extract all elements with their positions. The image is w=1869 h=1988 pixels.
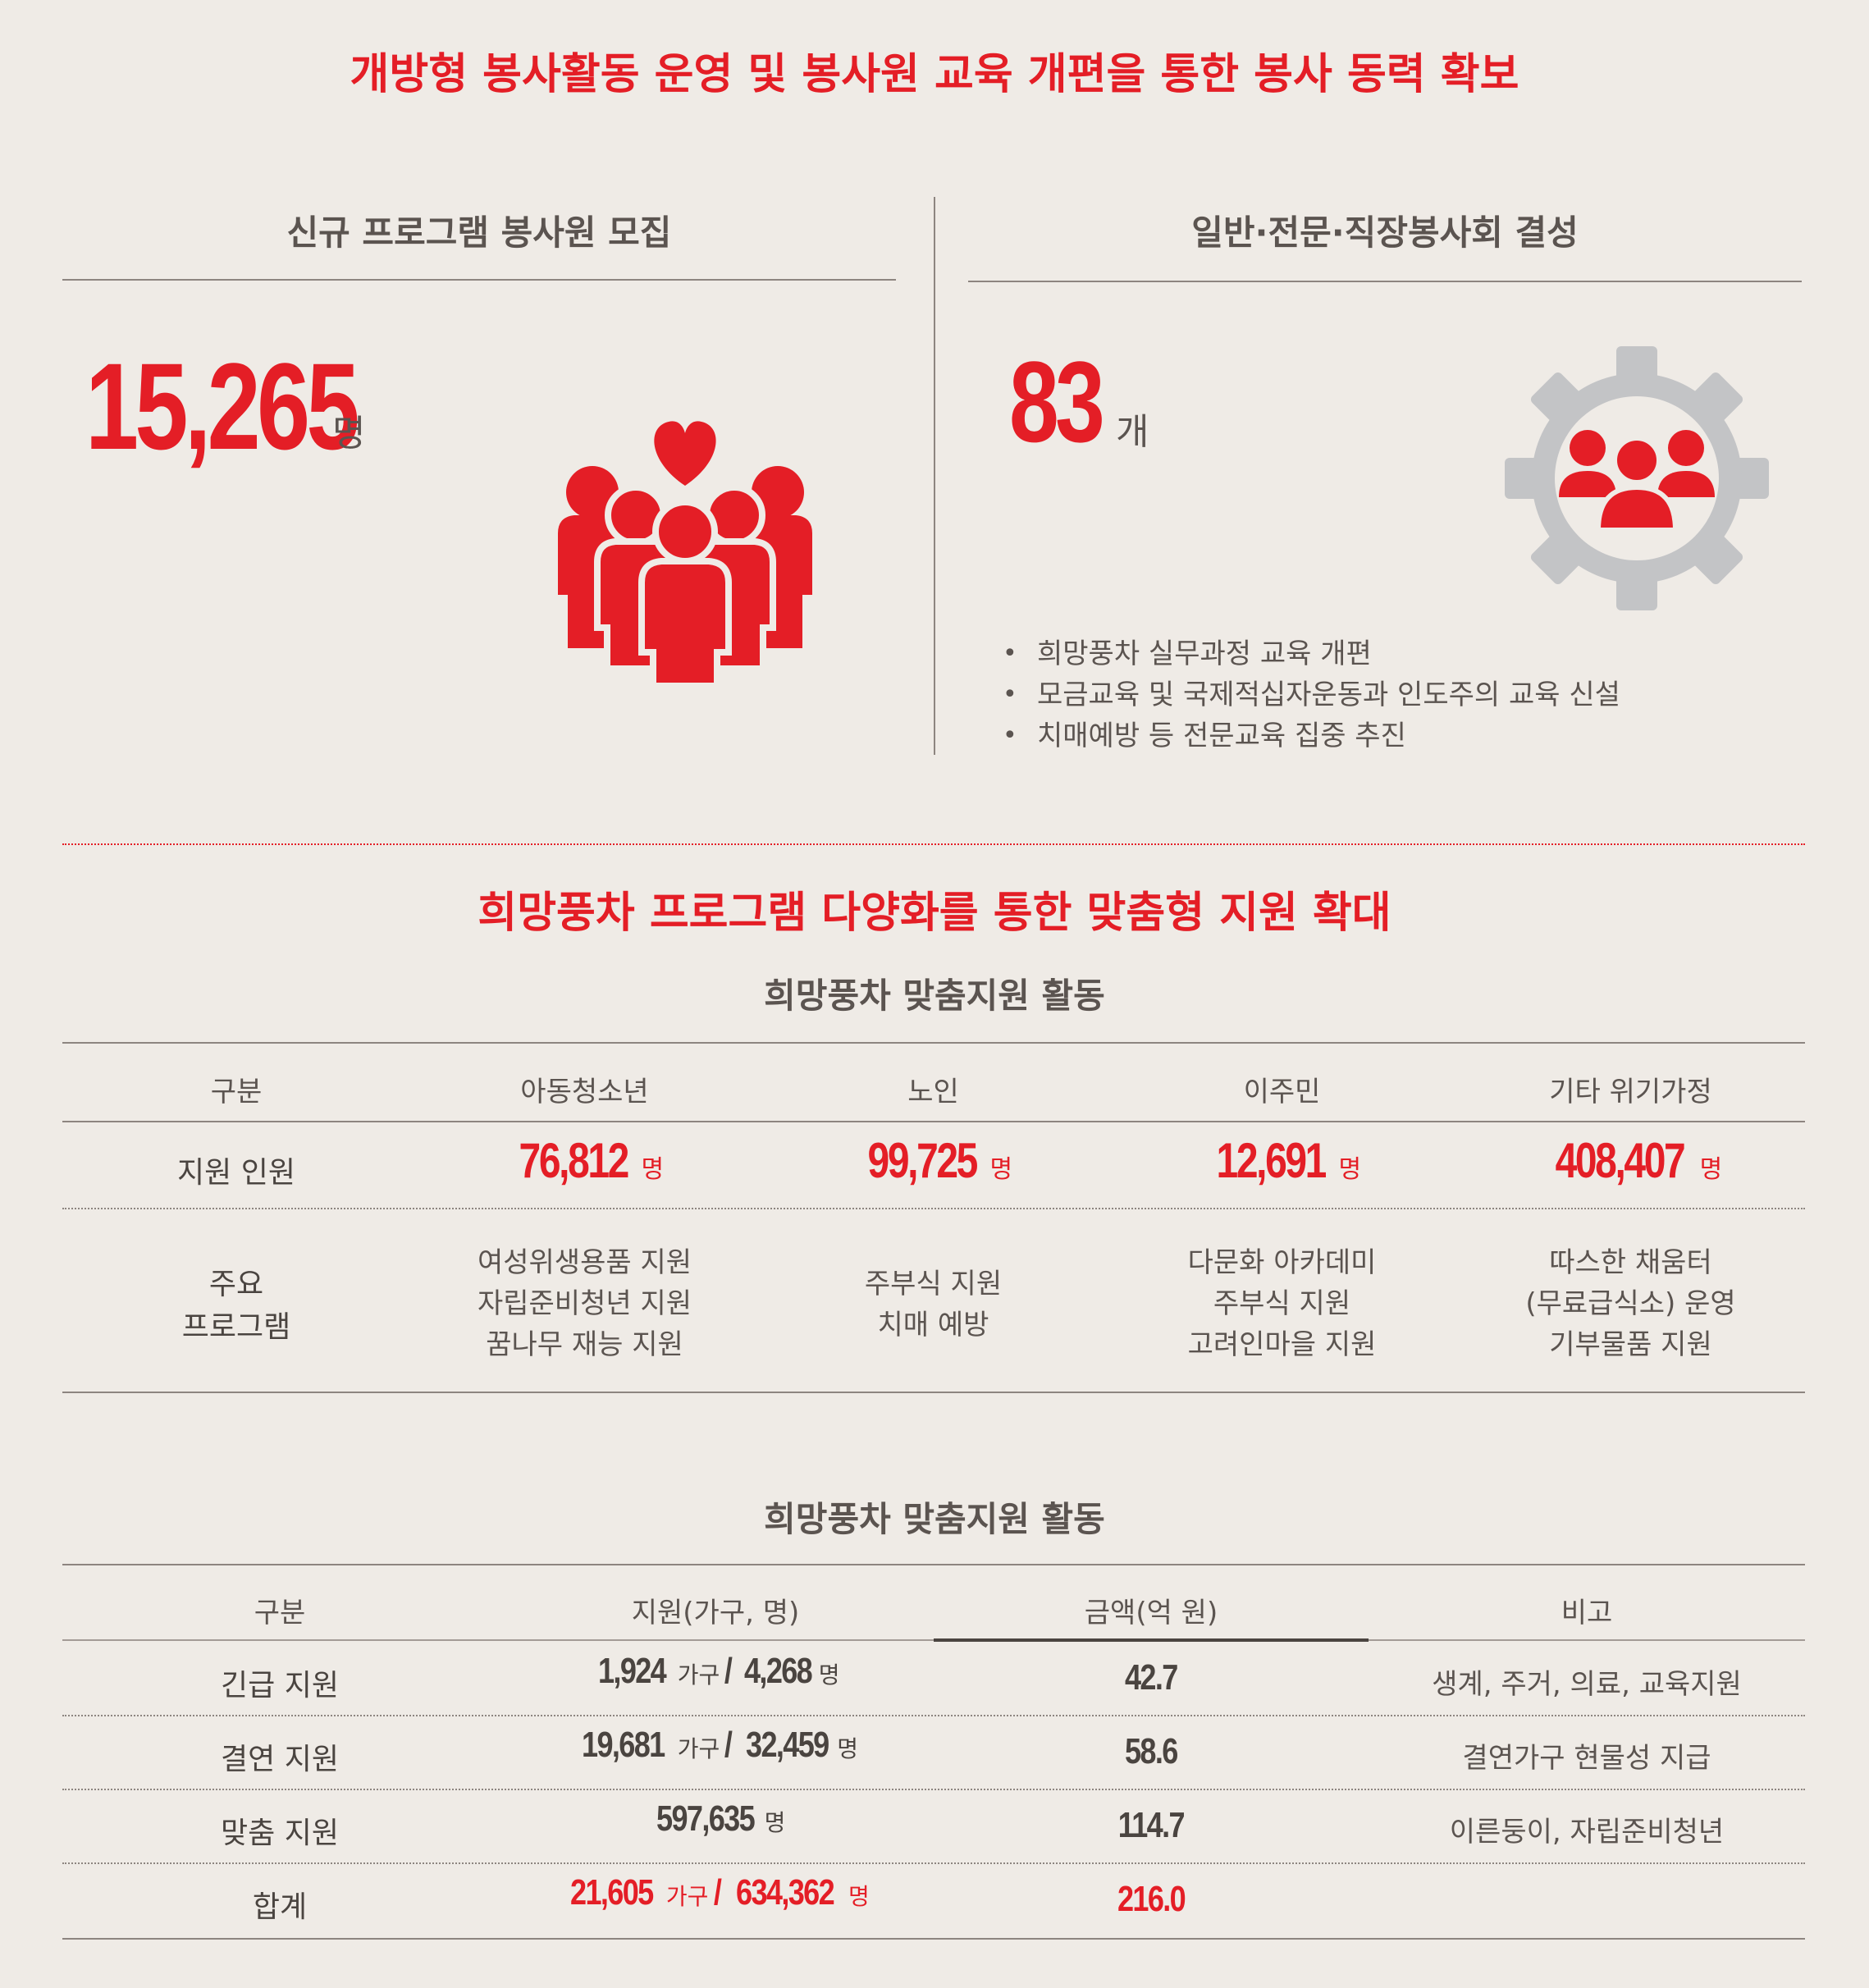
- table2-caption: 희망풍차 맞춤지원 활동: [764, 1499, 1105, 1539]
- support-count-migrants: 12,691 명: [1216, 1133, 1362, 1188]
- custom-amount: 114.7: [1117, 1805, 1186, 1845]
- table1-header: 이주민: [1243, 1076, 1321, 1108]
- table2-header: 비고: [1561, 1597, 1613, 1629]
- section-separator: [62, 843, 1805, 845]
- row-divider: [62, 1208, 1805, 1209]
- total-support-counts: 21,605 가구 / 634,362 명: [570, 1872, 870, 1913]
- emergency-note: 생계, 주거, 의료, 교육지원: [1432, 1668, 1742, 1701]
- table-rule-accent: [934, 1638, 1369, 1642]
- table1-header: 기타 위기가정: [1549, 1076, 1712, 1108]
- page-title: 개방형 봉사활동 운영 및 봉사원 교육 개편을 통한 봉사 동력 확보: [350, 50, 1519, 99]
- support-count-crisis: 408,407 명: [1555, 1133, 1723, 1188]
- programs-youth: 여성위생용품 지원 자립준비청년 지원 꿈나무 재능 지원: [477, 1246, 692, 1361]
- sponsorship-note: 결연가구 현물성 지급: [1462, 1742, 1711, 1775]
- table-rule: [62, 1564, 1805, 1565]
- club-count-unit: 개: [1116, 411, 1149, 453]
- custom-note: 이른둥이, 자립준비청년: [1449, 1816, 1725, 1849]
- row-divider: [62, 1789, 1805, 1790]
- table2-header: 구분: [254, 1597, 306, 1629]
- section-title: 희망풍차 프로그램 다양화를 통한 맞춤형 지원 확대: [478, 889, 1391, 938]
- total-amount: 216.0: [1117, 1879, 1186, 1919]
- sponsorship-support-counts: 19,681 가구 / 32,459 명: [582, 1725, 858, 1765]
- club-count: 83: [1009, 337, 1105, 466]
- programs-elderly: 주부식 지원 치매 예방: [864, 1268, 1003, 1341]
- row-divider: [62, 1715, 1805, 1716]
- right-section-heading: 일반·전문·직장봉사회 결성: [1191, 213, 1579, 253]
- left-section-heading: 신규 프로그램 봉사원 모집: [286, 213, 672, 253]
- emergency-support-counts: 1,924 가구 / 4,268 명: [598, 1651, 840, 1691]
- bullet-item: 희망풍차 실무과정 교육 개편: [1003, 633, 1620, 674]
- programs-crisis: 따스한 채움터 (무료급식소) 운영 기부물품 지원: [1525, 1246, 1736, 1361]
- emergency-amount: 42.7: [1125, 1657, 1178, 1698]
- table-rule: [62, 1938, 1805, 1940]
- table1-header: 구분: [210, 1076, 263, 1108]
- table-rule: [62, 1392, 1805, 1393]
- support-count-elderly: 99,725 명: [867, 1133, 1013, 1188]
- volunteer-count: 15,265: [85, 337, 359, 475]
- table1-header: 아동청소년: [520, 1076, 649, 1108]
- row-divider: [62, 1862, 1805, 1864]
- row-label-custom: 맞춤 지원: [221, 1817, 339, 1850]
- sponsorship-amount: 58.6: [1125, 1731, 1178, 1771]
- support-count-youth: 76,812 명: [519, 1133, 665, 1188]
- bullet-item: 치매예방 등 전문교육 집중 추진: [1003, 715, 1620, 756]
- row-label-sponsorship: 결연 지원: [221, 1743, 339, 1776]
- table-rule: [62, 1121, 1805, 1122]
- volunteer-count-unit: 명: [332, 413, 366, 455]
- row-label-total: 합계: [252, 1890, 308, 1924]
- table2-header: 금액(억 원): [1084, 1597, 1218, 1629]
- custom-support-counts: 597,635 명: [656, 1798, 786, 1839]
- section-divider: [934, 197, 935, 755]
- gear-group-icon: [1505, 346, 1769, 610]
- table2-header: 지원(가구, 명): [631, 1597, 800, 1629]
- table-rule: [62, 1042, 1805, 1044]
- table1-header: 노인: [907, 1076, 959, 1108]
- bullet-item: 모금교육 및 국제적십자운동과 인도주의 교육 신설: [1003, 674, 1620, 715]
- programs-migrants: 다문화 아카데미 주부식 지원 고려인마을 지원: [1187, 1246, 1377, 1361]
- table1-caption: 희망풍차 맞춤지원 활동: [764, 976, 1105, 1016]
- volunteers-heart-icon: [558, 421, 812, 689]
- row-label-programs: 주요 프로그램: [181, 1268, 291, 1344]
- row-label-emergency: 긴급 지원: [221, 1669, 339, 1702]
- row-label-support-count: 지원 인원: [177, 1156, 295, 1190]
- divider: [968, 281, 1802, 282]
- education-bullet-list: 희망풍차 실무과정 교육 개편 모금교육 및 국제적십자운동과 인도주의 교육 …: [1003, 633, 1620, 756]
- divider: [62, 279, 896, 281]
